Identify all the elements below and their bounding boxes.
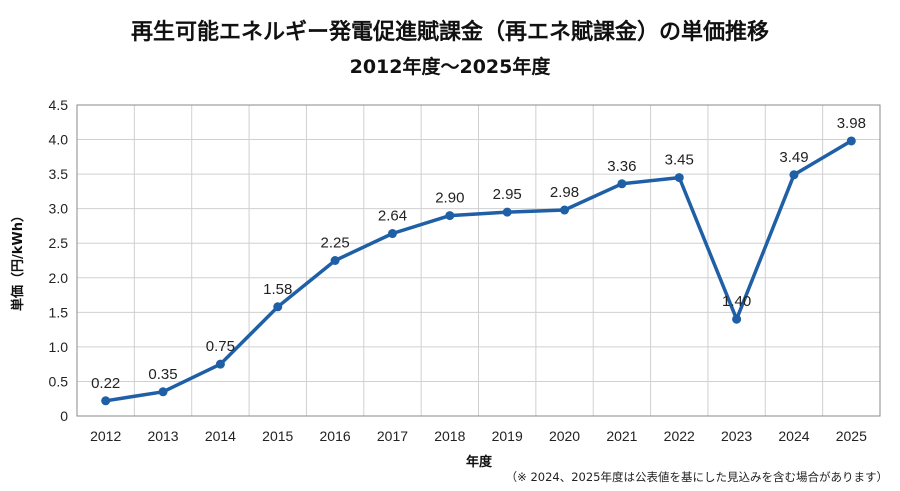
y-axis-label: 単価（円/kWh） <box>10 209 26 311</box>
data-point <box>330 256 340 265</box>
x-tick-label: 2023 <box>721 428 752 444</box>
data-label: 0.75 <box>206 338 235 355</box>
data-point <box>617 179 627 189</box>
y-axis-ticks: 0 0.5 1.0 1.5 2.0 2.5 3.0 3.5 4.0 4.5 <box>49 97 69 424</box>
series-line <box>103 139 854 403</box>
data-label: 3.49 <box>779 149 808 166</box>
data-point <box>387 229 397 239</box>
y-tick-label: 4.0 <box>49 132 69 148</box>
data-label: 1.40 <box>722 293 751 310</box>
data-label: 1.58 <box>263 281 292 298</box>
y-tick-label: 0.5 <box>49 373 69 389</box>
plot-area-border <box>76 104 881 417</box>
data-point <box>846 136 856 146</box>
x-tick-label: 2021 <box>606 428 637 444</box>
x-tick-label: 2018 <box>434 428 465 444</box>
data-label: 3.45 <box>665 152 694 169</box>
data-label: 2.25 <box>321 235 350 252</box>
data-point <box>674 173 684 183</box>
data-label: 0.35 <box>148 366 177 383</box>
y-tick-label: 2.0 <box>49 270 69 286</box>
data-point <box>789 170 799 180</box>
chart-title: 再生可能エネルギー発電促進賦課金（再エネ賦課金）の単価推移 <box>130 20 769 45</box>
data-point <box>732 314 742 324</box>
y-tick-label: 3.5 <box>49 166 69 182</box>
data-point <box>445 211 455 221</box>
data-point <box>560 205 570 215</box>
data-point <box>502 207 512 217</box>
x-tick-label: 2017 <box>377 428 408 444</box>
data-labels: 0.22 0.35 0.75 1.58 2.25 2.64 2.90 2.95 2.98 3.36… <box>91 115 866 392</box>
x-tick-label: 2019 <box>492 428 523 444</box>
y-tick-label: 3.0 <box>49 201 69 217</box>
data-point <box>215 359 225 369</box>
y-tick-label: 1.0 <box>49 339 69 355</box>
y-tick-label: 0 <box>60 408 68 424</box>
x-tick-label: 2020 <box>549 428 580 444</box>
x-tick-label: 2012 <box>90 428 121 444</box>
x-axis-label: 年度 <box>466 454 493 470</box>
data-label: 3.98 <box>837 115 866 132</box>
data-point <box>158 387 168 397</box>
data-label: 2.95 <box>493 186 522 203</box>
x-tick-label: 2024 <box>778 428 809 444</box>
data-label: 2.64 <box>378 208 407 225</box>
data-label: 3.36 <box>607 158 636 175</box>
data-point <box>273 302 283 312</box>
data-label: 2.98 <box>550 184 579 201</box>
data-label: 2.90 <box>435 190 464 207</box>
footnote: （※ 2024、2025年度は公表値を基にした見込みを含む場合があります） <box>505 470 888 484</box>
data-point <box>101 396 111 406</box>
x-tick-label: 2022 <box>664 428 695 444</box>
y-tick-label: 2.5 <box>49 235 69 251</box>
x-tick-label: 2013 <box>147 428 178 444</box>
x-tick-label: 2016 <box>320 428 351 444</box>
chart-subtitle: 2012年度～2025年度 <box>349 56 551 78</box>
data-label: 0.22 <box>91 375 120 392</box>
x-tick-label: 2025 <box>836 428 867 444</box>
y-tick-label: 1.5 <box>49 304 69 320</box>
x-tick-label: 2015 <box>262 428 293 444</box>
y-tick-label: 4.5 <box>49 97 69 113</box>
data-points <box>101 136 856 406</box>
x-tick-label: 2014 <box>205 428 236 444</box>
x-axis-ticks: 2012 2013 2014 2015 2016 2017 2018 2019 2020 2021… <box>90 428 867 444</box>
